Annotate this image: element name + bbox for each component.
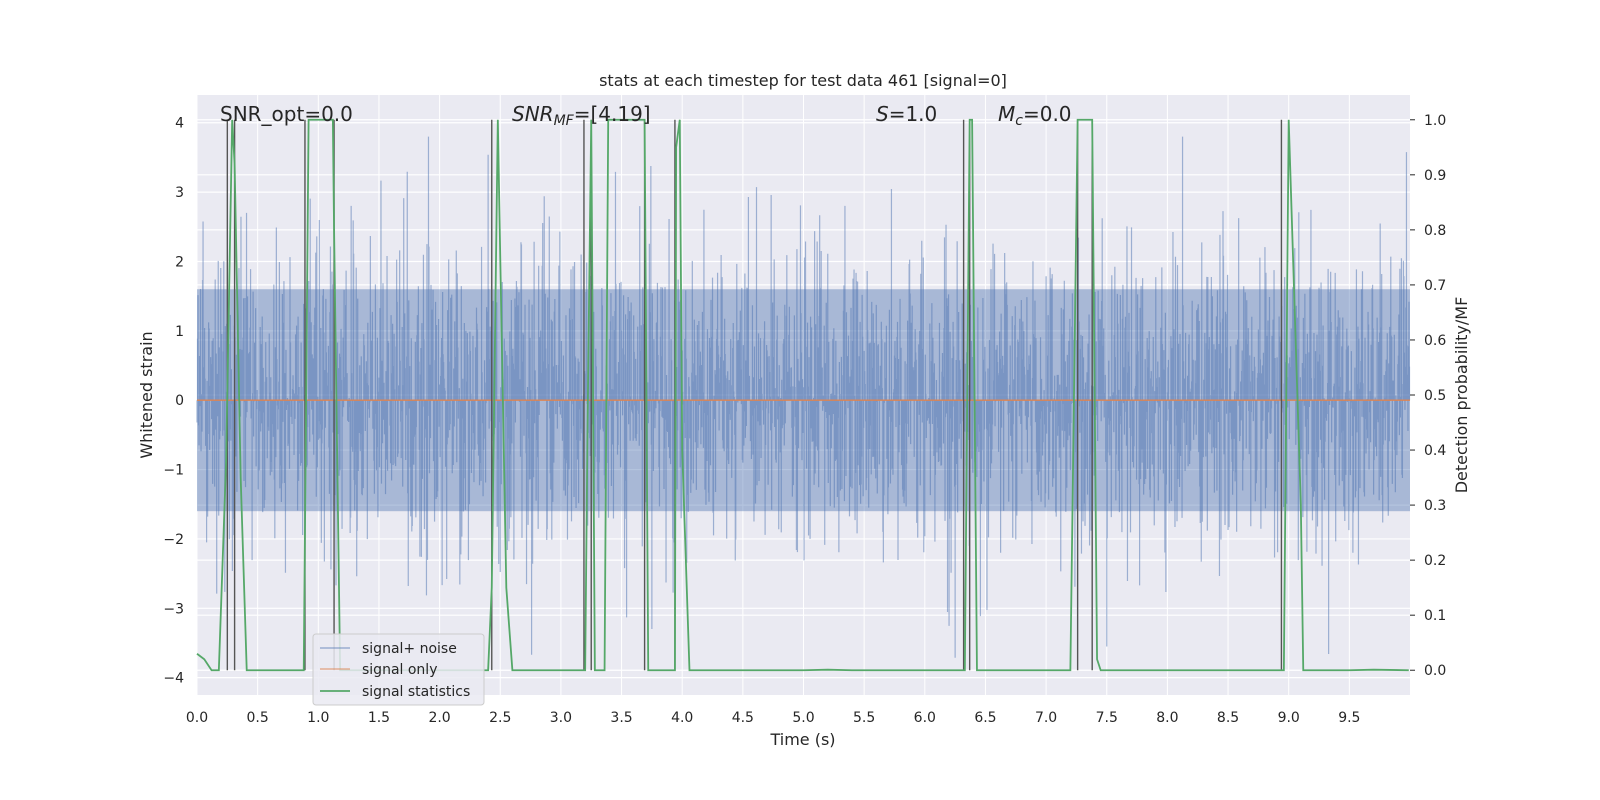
x-tick-label: 1.5	[368, 710, 390, 726]
mc-val: =0.0	[1023, 102, 1072, 126]
y-tick-label: 0	[175, 393, 184, 409]
x-tick-label: 0.5	[247, 710, 269, 726]
y-tick-label: 3	[175, 185, 184, 201]
x-tick-label: 8.5	[1217, 710, 1239, 726]
legend: signal+ noise signal only signal statist…	[312, 633, 485, 706]
y-axis-label: Whitened strain	[137, 331, 156, 458]
y2-tick-label: 0.3	[1424, 498, 1446, 514]
y-tick-label: 2	[175, 254, 184, 270]
y-tick-label: −4	[163, 671, 184, 687]
x-tick-label: 3.0	[550, 710, 572, 726]
legend-label-signal-only: signal only	[362, 662, 437, 678]
y-tick-label: −2	[163, 532, 184, 548]
annotation-snr-opt: SNR_opt=0.0	[220, 102, 353, 126]
legend-label-signal-statistics: signal statistics	[362, 684, 470, 700]
y2-tick-label: 0.4	[1424, 443, 1446, 459]
y2-tick-label: 0.2	[1424, 553, 1446, 569]
x-tick-label: 0.0	[186, 710, 208, 726]
x-tick-label: 8.0	[1156, 710, 1178, 726]
s-main: S	[876, 102, 889, 126]
x-tick-label: 1.0	[307, 710, 329, 726]
x-tick-label: 2.0	[428, 710, 450, 726]
y2-tick-label: 0.6	[1424, 333, 1446, 349]
x-tick-label: 3.5	[610, 710, 632, 726]
chart-title: stats at each timestep for test data 461…	[599, 71, 1007, 90]
snr-mf-val: =[4.19]	[574, 102, 651, 126]
x-tick-label: 4.0	[671, 710, 693, 726]
y2-axis-label: Detection probability/MF	[1452, 297, 1471, 494]
y-tick-label: −3	[163, 601, 184, 617]
noise-trace	[196, 136, 1411, 658]
series-signal-statistics	[196, 118, 1409, 672]
x-tick-label: 9.0	[1278, 710, 1300, 726]
y2-tick-label: 0.9	[1424, 168, 1446, 184]
x-tick-label: 6.0	[914, 710, 936, 726]
snr-mf-sub: MF	[554, 113, 575, 129]
y-tick-label: 4	[175, 116, 184, 132]
y2-tick-label: 1.0	[1424, 113, 1446, 129]
x-tick-label: 5.5	[853, 710, 875, 726]
x-tick-label: 6.5	[974, 710, 996, 726]
x-tick-label: 7.5	[1096, 710, 1118, 726]
annotation-snr-mf: SNRMF=[4.19]	[512, 102, 651, 129]
y-tick-label: −1	[163, 463, 184, 479]
annotation-s: S=1.0	[876, 102, 937, 126]
mc-main: M	[998, 102, 1015, 126]
x-tick-label: 2.5	[489, 710, 511, 726]
x-axis-label: Time (s)	[769, 730, 835, 749]
x-tick-label: 7.0	[1035, 710, 1057, 726]
y-tick-labels: 4 3 2 1 0 −1 −2 −3 −4	[163, 116, 184, 687]
snr-mf-main: SNR	[512, 102, 554, 126]
x-tick-labels: 0.0 0.5 1.0 1.5 2.0 2.5 3.0 3.5 4.0 4.5 5.0 5.5 6.0 6…	[186, 710, 1361, 726]
s-val: =1.0	[889, 102, 938, 126]
mc-sub: c	[1015, 113, 1023, 129]
annotation-mc: Mc=0.0	[998, 102, 1072, 129]
y2-tick-label: 0.5	[1424, 388, 1446, 404]
x-tick-label: 9.5	[1338, 710, 1360, 726]
y2-tick-label: 0.0	[1424, 663, 1446, 679]
legend-label-signal-noise: signal+ noise	[362, 641, 457, 657]
y-tick-label: 1	[175, 324, 184, 340]
y2-tick-label: 0.7	[1424, 278, 1446, 294]
y2-tick-label: 0.1	[1424, 608, 1446, 624]
y2-tick-label: 0.8	[1424, 223, 1446, 239]
y2-tick-labels: 1.0 0.9 0.8 0.7 0.6 0.5 0.4 0.3 0.2 0.1 0.0	[1410, 113, 1446, 679]
x-tick-label: 4.5	[732, 710, 754, 726]
legend-box	[312, 633, 485, 706]
x-tick-label: 5.0	[792, 710, 814, 726]
